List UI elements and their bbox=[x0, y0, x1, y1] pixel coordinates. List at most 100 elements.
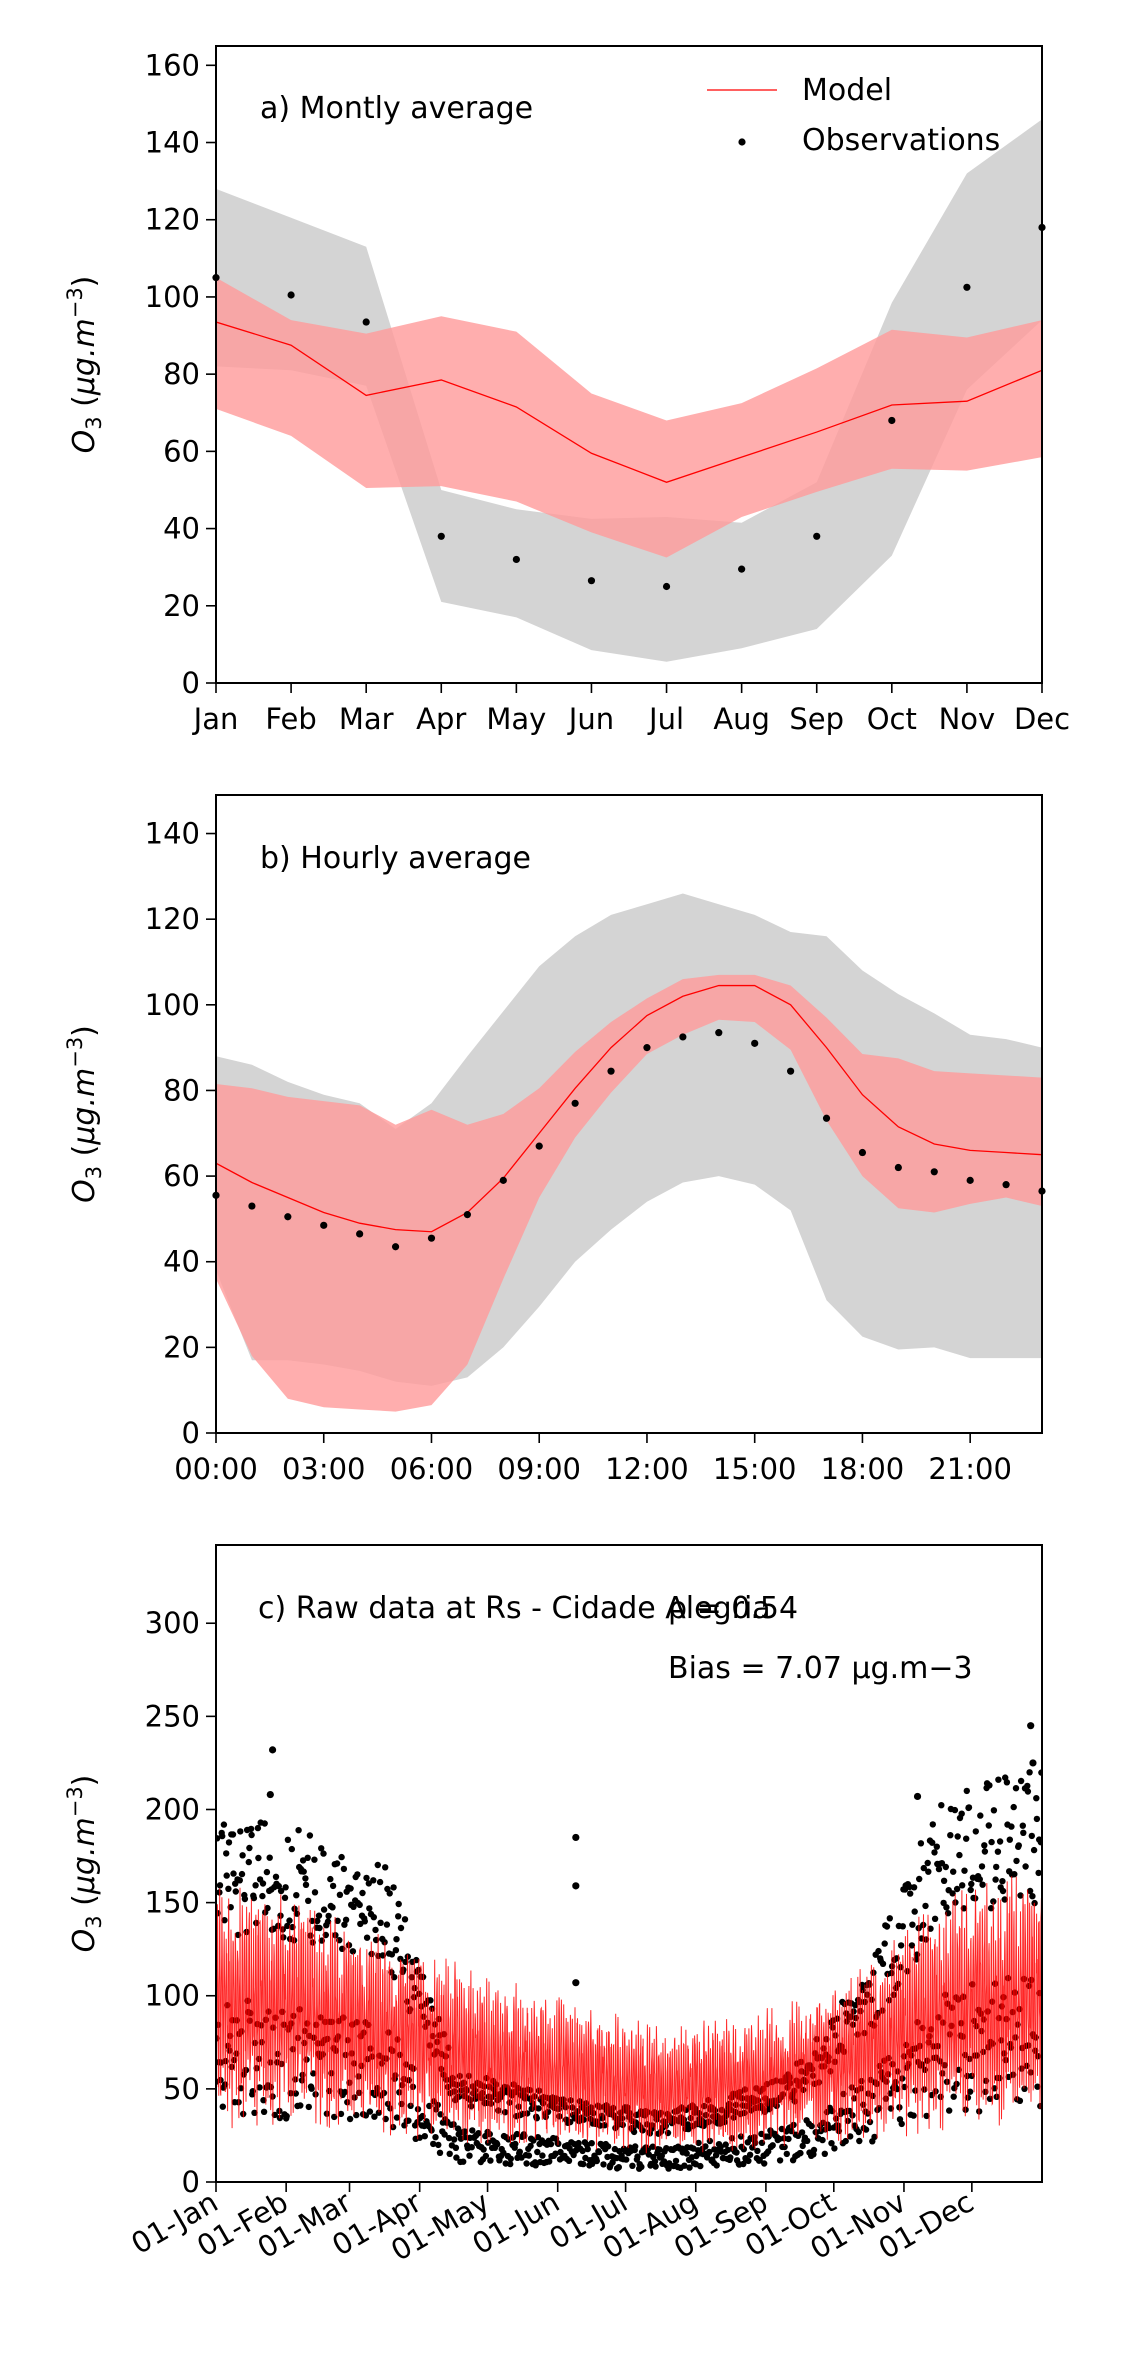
observation-point bbox=[516, 2148, 523, 2155]
observation-point bbox=[1017, 1777, 1025, 1785]
observation-point bbox=[623, 2156, 630, 2163]
observation-point bbox=[469, 2127, 476, 2134]
observation-point bbox=[672, 2157, 680, 2165]
observation-point bbox=[1029, 1759, 1037, 1767]
observation-point bbox=[1024, 1782, 1031, 1790]
observation-point bbox=[634, 2153, 641, 2160]
observation-point bbox=[979, 1881, 986, 1888]
observation-point bbox=[487, 2157, 494, 2164]
observation-point bbox=[992, 1876, 999, 1883]
observation-point bbox=[220, 1821, 228, 1828]
observation-point bbox=[749, 2144, 756, 2151]
observation-point bbox=[740, 2146, 747, 2153]
x-tick-label: 06:00 bbox=[390, 1452, 474, 1486]
observation-point bbox=[393, 2114, 401, 2121]
observation-point bbox=[1026, 1769, 1033, 1776]
y-axis-label: O3 (μg.m−3) bbox=[63, 276, 106, 454]
observation-point bbox=[819, 2136, 826, 2144]
observation-point bbox=[579, 2147, 586, 2155]
observation-point bbox=[765, 2133, 772, 2140]
model-line bbox=[216, 321, 1042, 483]
x-tick-label: Jan bbox=[192, 702, 239, 736]
observation-point bbox=[985, 1822, 992, 1829]
observation-point bbox=[943, 1904, 950, 1911]
plot-area bbox=[216, 119, 1042, 662]
model-range-band bbox=[216, 277, 1042, 558]
observations-range-band bbox=[216, 119, 1042, 662]
observation-point bbox=[632, 2143, 639, 2150]
observation-point bbox=[706, 2148, 713, 2156]
observation-point bbox=[785, 2135, 792, 2143]
observation-point bbox=[362, 318, 370, 326]
observation-point bbox=[256, 2084, 263, 2091]
observation-point bbox=[781, 2143, 788, 2151]
observation-point bbox=[986, 1782, 993, 1789]
observation-point bbox=[523, 2160, 530, 2167]
observation-point bbox=[507, 2160, 514, 2168]
observation-point bbox=[588, 2140, 595, 2147]
observation-point bbox=[284, 1836, 292, 1844]
y-tick-label: 0 bbox=[182, 2165, 200, 2199]
y-axis-label: O3 (μg.m−3) bbox=[63, 1775, 106, 1953]
observation-point bbox=[393, 1936, 400, 1943]
y-tick-label: 200 bbox=[145, 1792, 200, 1826]
observation-point bbox=[842, 2137, 849, 2145]
observation-point bbox=[639, 2127, 646, 2134]
observation-point bbox=[374, 1861, 381, 1869]
observation-point bbox=[990, 1898, 997, 1905]
observation-point bbox=[679, 1033, 687, 1041]
model-range-band bbox=[216, 974, 1042, 1412]
observation-point bbox=[695, 2139, 702, 2147]
observation-point bbox=[223, 1872, 230, 1879]
observation-point bbox=[260, 2097, 267, 2104]
observation-point bbox=[619, 2115, 626, 2122]
observation-point bbox=[746, 2151, 754, 2158]
observation-point bbox=[268, 1746, 277, 1754]
observation-point bbox=[401, 1916, 409, 1923]
x-tick-label: 03:00 bbox=[282, 1452, 366, 1486]
observation-point bbox=[463, 1211, 471, 1219]
observation-point bbox=[600, 2161, 607, 2168]
observation-point bbox=[546, 2158, 553, 2165]
observation-point bbox=[254, 1824, 262, 1832]
observation-point bbox=[978, 1863, 986, 1870]
y-tick-label: 0 bbox=[182, 1416, 200, 1450]
panel-hourly: 0 20 40 60 80 100 120 140 O3 (μg.m−3) 00:00 03:00 0… bbox=[63, 794, 1046, 1486]
observation-point bbox=[950, 1868, 957, 1875]
observation-point bbox=[938, 1802, 945, 1809]
observation-point bbox=[397, 1924, 405, 1932]
observation-point bbox=[828, 2140, 835, 2147]
observation-point bbox=[929, 1821, 936, 1828]
y-tick-label: 20 bbox=[163, 1330, 200, 1364]
model-series bbox=[216, 1876, 1042, 2154]
observation-point bbox=[363, 1934, 371, 1941]
observation-point bbox=[532, 2162, 539, 2169]
observation-point bbox=[963, 1787, 970, 1795]
observation-point bbox=[572, 1882, 580, 1890]
observation-point bbox=[722, 2141, 729, 2148]
observation-point bbox=[996, 1838, 1004, 1845]
y-tick-label: 0 bbox=[182, 666, 200, 700]
observation-point bbox=[263, 1868, 271, 1876]
observation-point bbox=[512, 2140, 519, 2148]
observation-point bbox=[284, 1213, 292, 1221]
y-axis-label: O3 (μg.m−3) bbox=[63, 1025, 106, 1203]
observation-point bbox=[713, 2162, 720, 2169]
observation-point bbox=[229, 1831, 237, 1838]
observation-point bbox=[953, 1885, 961, 1893]
observation-point bbox=[248, 1831, 255, 1839]
x-tick-label: Mar bbox=[339, 702, 394, 736]
observation-point bbox=[451, 2136, 458, 2143]
observation-point bbox=[665, 2165, 672, 2172]
x-tick-label: Dec bbox=[1014, 702, 1070, 736]
observation-point bbox=[910, 2112, 917, 2119]
observation-point bbox=[715, 1029, 723, 1037]
y-tick-label: 20 bbox=[163, 589, 200, 623]
observation-point bbox=[681, 2162, 688, 2169]
observation-point bbox=[499, 1176, 507, 1184]
observation-point bbox=[327, 1875, 334, 1883]
legend: Model Observations bbox=[707, 73, 1000, 158]
y-tick-label: 300 bbox=[145, 1606, 200, 1640]
observation-point bbox=[604, 2143, 612, 2150]
observation-point bbox=[638, 2163, 645, 2171]
